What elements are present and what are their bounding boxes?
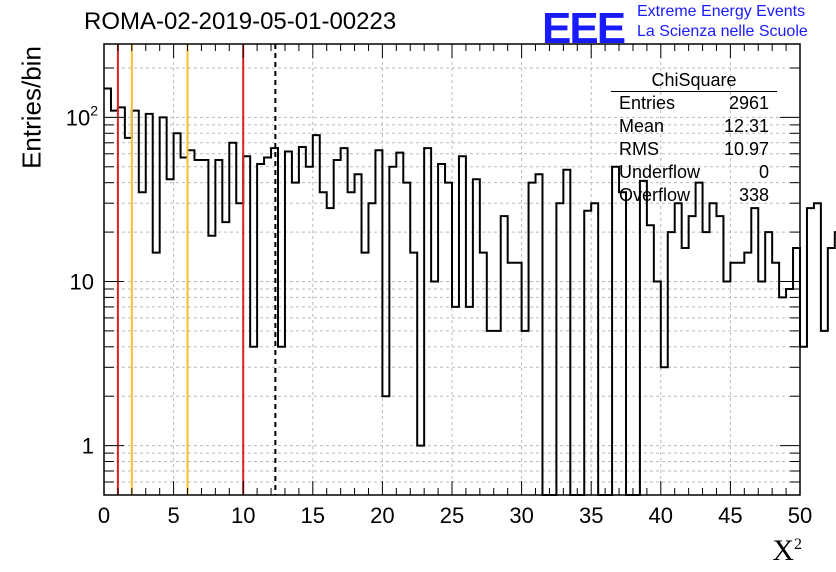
x-tick-label: 20 xyxy=(370,503,394,528)
x-tick-label: 35 xyxy=(579,503,603,528)
stats-rows: Entries 2961 Mean 12.31 RMS 10.97 Underflow 0 Ov… xyxy=(611,92,777,207)
stats-value: 10.97 xyxy=(723,139,769,159)
x-tick-label: 45 xyxy=(718,503,742,528)
stats-label: Entries xyxy=(619,93,676,113)
stats-value: 2961 xyxy=(728,93,769,113)
stats-title: ChiSquare xyxy=(611,70,777,92)
y-tick-label: 10 xyxy=(70,269,94,294)
stats-row: RMS 10.97 xyxy=(611,138,777,161)
eee-logo: EEE xyxy=(542,4,626,53)
x-tick-label: 10 xyxy=(231,503,255,528)
x-axis-label-text: X xyxy=(772,534,794,567)
stats-label: RMS xyxy=(619,139,659,159)
x-tick-label: 30 xyxy=(509,503,533,528)
stats-row: Mean 12.31 xyxy=(611,115,777,138)
stats-row: Overflow 338 xyxy=(611,184,777,207)
x-tick-label: 25 xyxy=(440,503,464,528)
x-tick-label: 50 xyxy=(788,503,812,528)
x-tick-label: 0 xyxy=(98,503,110,528)
stats-value: 12.31 xyxy=(723,116,769,136)
x-tick-label: 15 xyxy=(301,503,325,528)
logo-subtitle-2: La Scienza nelle Scuole xyxy=(637,23,808,40)
plot-title: ROMA-02-2019-05-01-00223 xyxy=(84,8,397,35)
y-tick-label: 102 xyxy=(66,102,98,130)
stats-row: Entries 2961 xyxy=(611,92,777,115)
stats-label: Overflow xyxy=(619,185,691,205)
stats-value: 0 xyxy=(758,162,769,182)
stats-label: Mean xyxy=(619,116,665,136)
stats-value: 338 xyxy=(738,185,769,205)
x-tick-label: 5 xyxy=(167,503,179,528)
logo-subtitle-1: Extreme Energy Events xyxy=(637,3,806,20)
stats-label: Underflow xyxy=(619,162,701,182)
stats-row: Underflow 0 xyxy=(611,161,777,184)
x-tick-label: 40 xyxy=(649,503,673,528)
y-tick-label: 1 xyxy=(82,434,94,459)
x-axis-label-exponent: 2 xyxy=(794,536,802,553)
x-axis-label: X2 xyxy=(772,534,802,568)
stats-box: ChiSquare Entries 2961 Mean 12.31 RMS 10.97 Un… xyxy=(611,70,777,207)
histogram-series xyxy=(104,87,836,496)
